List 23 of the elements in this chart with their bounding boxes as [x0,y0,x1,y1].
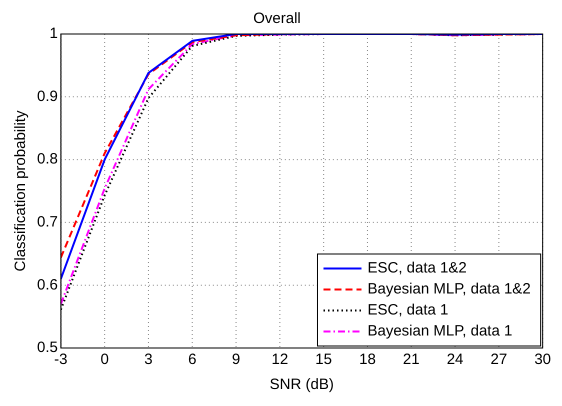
x-tick-label: 21 [402,351,420,368]
x-tick-label: 3 [144,351,153,368]
x-axis-title: SNR (dB) [270,376,334,394]
y-tick-label: 0.9 [36,88,58,105]
y-axis-title: Classification probability [12,110,30,272]
y-tick-label: 0.8 [36,150,58,168]
y-tick-label: 0.6 [36,276,58,294]
legend-label: Bayesian MLP, data 1&2 [367,280,531,298]
x-tick-label: 18 [359,351,376,368]
x-tick-label: 9 [232,351,240,368]
x-tick-label: 0 [100,351,109,368]
x-tick-label: 24 [446,351,464,368]
legend-label: Bayesian MLP, data 1 [367,322,512,340]
x-tick-label: 30 [534,351,551,368]
x-tick-label: 15 [315,351,332,368]
y-tick-label: 0.7 [36,214,58,231]
chart-title: Overall [253,10,301,28]
y-tick-label: 1 [50,25,58,42]
x-tick-label: 12 [272,351,288,368]
legend-label: ESC, data 1 [367,302,448,319]
legend-label: ESC, data 1&2 [367,260,467,277]
x-tick-label: 27 [490,351,508,368]
x-tick-label: 6 [188,351,196,368]
